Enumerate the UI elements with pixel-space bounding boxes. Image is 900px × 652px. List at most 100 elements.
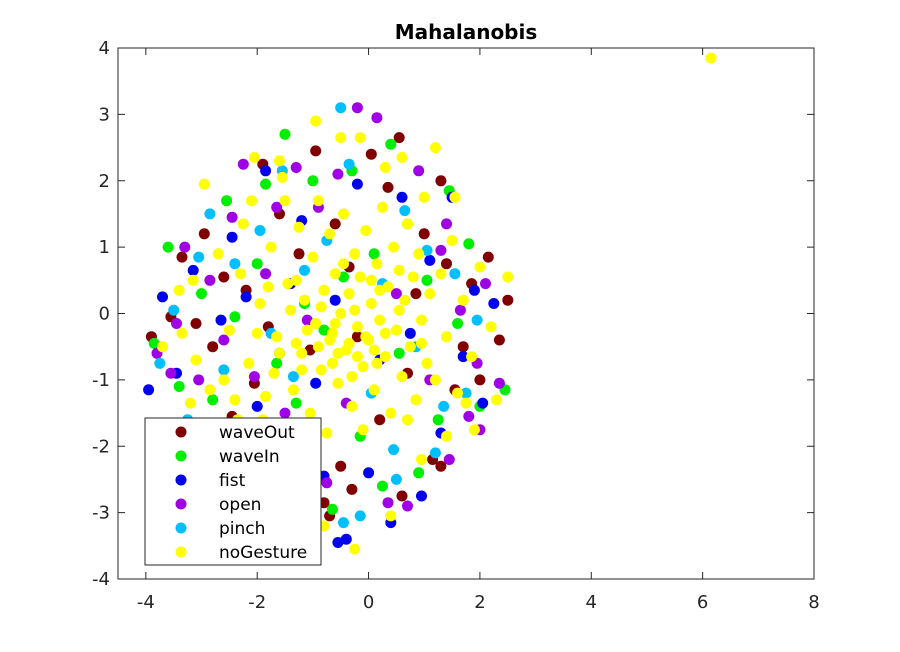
point-waveOut <box>207 341 219 353</box>
point-noGesture <box>371 258 383 270</box>
point-noGesture <box>502 271 514 283</box>
point-pinch <box>438 400 450 412</box>
point-waveIn <box>432 414 444 426</box>
point-noGesture <box>187 274 199 286</box>
y-axis: -4 -3 -2 -1 0 1 2 3 4 <box>92 38 814 590</box>
chart-title: Mahalanobis <box>395 20 538 44</box>
point-waveOut <box>482 251 494 263</box>
point-open <box>290 162 302 173</box>
point-fist <box>404 327 416 339</box>
legend-label-fist: fist <box>219 471 246 491</box>
point-waveIn <box>221 195 233 207</box>
point-noGesture <box>287 384 299 396</box>
point-waveIn <box>307 175 319 187</box>
point-noGesture <box>390 324 402 336</box>
point-noGesture <box>416 454 427 465</box>
point-waveOut <box>176 251 188 263</box>
point-noGesture <box>452 387 464 399</box>
point-noGesture <box>329 318 341 329</box>
point-noGesture <box>374 314 386 326</box>
point-open <box>454 304 466 316</box>
point-noGesture <box>293 221 305 233</box>
legend-marker-noGesture <box>175 546 187 558</box>
point-noGesture <box>396 371 408 383</box>
x-axis: -4 -2 0 2 4 6 8 <box>137 48 820 613</box>
point-fist <box>215 314 227 326</box>
point-fist <box>143 384 155 396</box>
point-open <box>248 371 260 383</box>
point-noGesture <box>474 261 486 273</box>
point-waveIn <box>173 381 185 392</box>
point-open <box>165 367 177 379</box>
point-noGesture <box>218 374 230 386</box>
point-pinch <box>388 444 400 456</box>
point-noGesture <box>379 162 391 173</box>
point-waveOut <box>190 318 202 329</box>
point-open <box>179 241 191 253</box>
y-tick-label: -4 <box>92 569 110 590</box>
point-noGesture <box>388 241 400 253</box>
point-noGesture <box>332 377 344 389</box>
point-noGesture <box>343 288 355 300</box>
point-noGesture <box>324 334 336 346</box>
point-noGesture <box>368 384 380 396</box>
point-noGesture <box>204 384 216 396</box>
point-pinch <box>254 225 266 236</box>
point-noGesture <box>157 341 168 353</box>
point-fist <box>468 284 480 296</box>
point-waveIn <box>368 248 380 260</box>
point-noGesture <box>351 321 363 333</box>
point-fist <box>310 377 322 389</box>
point-noGesture <box>321 427 333 439</box>
point-open <box>321 477 333 489</box>
point-noGesture <box>705 52 717 64</box>
point-noGesture <box>271 331 283 343</box>
point-fist <box>363 467 375 479</box>
legend-label-waveOut: waveOut <box>219 423 295 443</box>
legend-marker-waveOut <box>175 426 187 438</box>
point-waveIn <box>148 337 160 349</box>
point-open <box>279 407 291 419</box>
point-noGesture <box>402 414 413 426</box>
x-tick-label: 0 <box>363 592 374 613</box>
point-waveOut <box>474 374 486 386</box>
point-fist <box>351 178 363 190</box>
point-noGesture <box>343 337 355 349</box>
point-noGesture <box>396 152 408 163</box>
point-noGesture <box>429 142 441 154</box>
point-waveOut <box>310 145 322 157</box>
point-noGesture <box>360 331 372 343</box>
point-noGesture <box>407 271 419 283</box>
y-tick-label: 3 <box>99 104 110 125</box>
point-waveOut <box>346 483 358 495</box>
point-noGesture <box>441 331 452 343</box>
point-pinch <box>449 268 461 280</box>
legend-marker-waveIn <box>175 450 187 462</box>
point-waveIn <box>162 241 174 253</box>
point-noGesture <box>365 274 377 286</box>
point-noGesture <box>265 241 277 253</box>
point-noGesture <box>276 171 288 183</box>
point-waveOut <box>418 228 430 240</box>
point-waveIn <box>251 258 263 270</box>
point-open <box>237 158 249 170</box>
point-open <box>218 334 230 346</box>
point-waveOut <box>335 460 347 472</box>
point-noGesture <box>312 341 324 353</box>
point-open <box>260 268 272 280</box>
point-fist <box>240 291 252 303</box>
point-noGesture <box>332 347 344 359</box>
point-fist <box>329 294 341 306</box>
point-noGesture <box>435 268 447 280</box>
point-waveOut <box>457 341 469 353</box>
point-noGesture <box>468 424 480 436</box>
point-noGesture <box>393 264 405 276</box>
point-waveOut <box>304 344 316 356</box>
point-pinch <box>193 251 205 263</box>
point-waveOut <box>365 148 377 160</box>
point-open <box>204 274 216 286</box>
point-waveIn <box>385 138 397 150</box>
point-noGesture <box>198 178 210 190</box>
point-noGesture <box>416 337 427 349</box>
point-pinch <box>429 447 441 459</box>
